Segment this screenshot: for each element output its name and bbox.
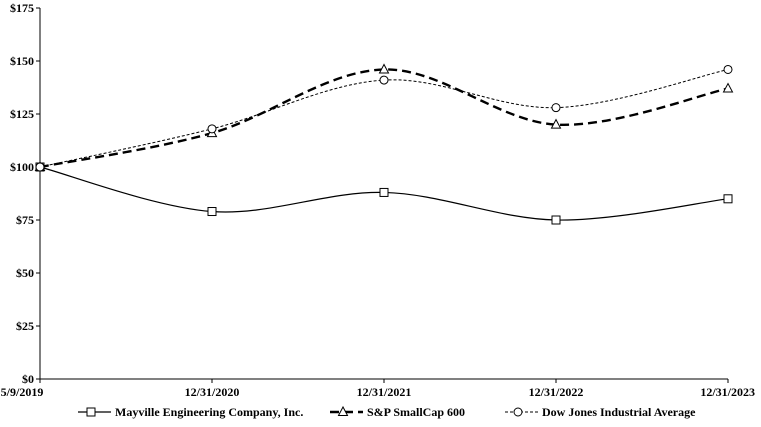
legend-marker-circle — [513, 407, 523, 417]
x-tick-label: 12/31/2022 — [529, 385, 584, 399]
legend-label: Dow Jones Industrial Average — [542, 405, 696, 419]
legend: Mayville Engineering Company, Inc. S&P Sm… — [78, 405, 696, 419]
x-tick-labels: 5/9/2019 12/31/2020 12/31/2021 12/31/2022 12… — [1, 385, 755, 399]
axes — [36, 7, 729, 383]
data-point-circle — [551, 103, 561, 113]
y-tick-label: $75 — [16, 213, 34, 227]
series-line — [39, 68, 729, 169]
legend-marker-triangle — [337, 405, 349, 416]
x-tick-label: 12/31/2023 — [700, 385, 755, 399]
legend-item: S&P SmallCap 600 — [330, 405, 465, 419]
series-lines — [34, 63, 734, 225]
data-point-circle — [379, 75, 389, 85]
x-tick-label: 12/31/2020 — [185, 385, 240, 399]
series-mayville-engineering-company-inc — [35, 162, 733, 225]
legend-item: Mayville Engineering Company, Inc. — [78, 405, 303, 419]
data-point-triangle — [722, 82, 734, 93]
data-point-circle — [35, 162, 45, 172]
y-tick-label: $175 — [10, 1, 34, 15]
y-tick-label: $25 — [16, 319, 34, 333]
legend-label: Mayville Engineering Company, Inc. — [115, 405, 303, 419]
data-point-square — [723, 194, 733, 204]
x-tick-label: 12/31/2021 — [357, 385, 412, 399]
x-tick-label: 5/9/2019 — [1, 385, 44, 399]
y-tick-label: $125 — [10, 107, 34, 121]
legend-label: S&P SmallCap 600 — [367, 405, 465, 419]
y-tick-label: $150 — [10, 54, 34, 68]
data-point-square — [551, 215, 561, 225]
legend-marker-square — [86, 407, 96, 417]
y-tick-labels: $0 $25 $50 $75 $100 $125 $150 $175 — [10, 1, 34, 386]
data-point-circle — [207, 124, 217, 134]
legend-item: Dow Jones Industrial Average — [505, 405, 696, 419]
series-dow-jones-industrial-average — [35, 64, 733, 172]
data-point-square — [379, 187, 389, 197]
y-tick-label: $0 — [22, 372, 34, 386]
data-point-triangle — [550, 118, 562, 129]
y-tick-label: $100 — [10, 160, 34, 174]
data-point-circle — [723, 64, 733, 74]
y-tick-label: $50 — [16, 266, 34, 280]
data-point-triangle — [378, 63, 390, 74]
data-point-square — [207, 207, 217, 217]
